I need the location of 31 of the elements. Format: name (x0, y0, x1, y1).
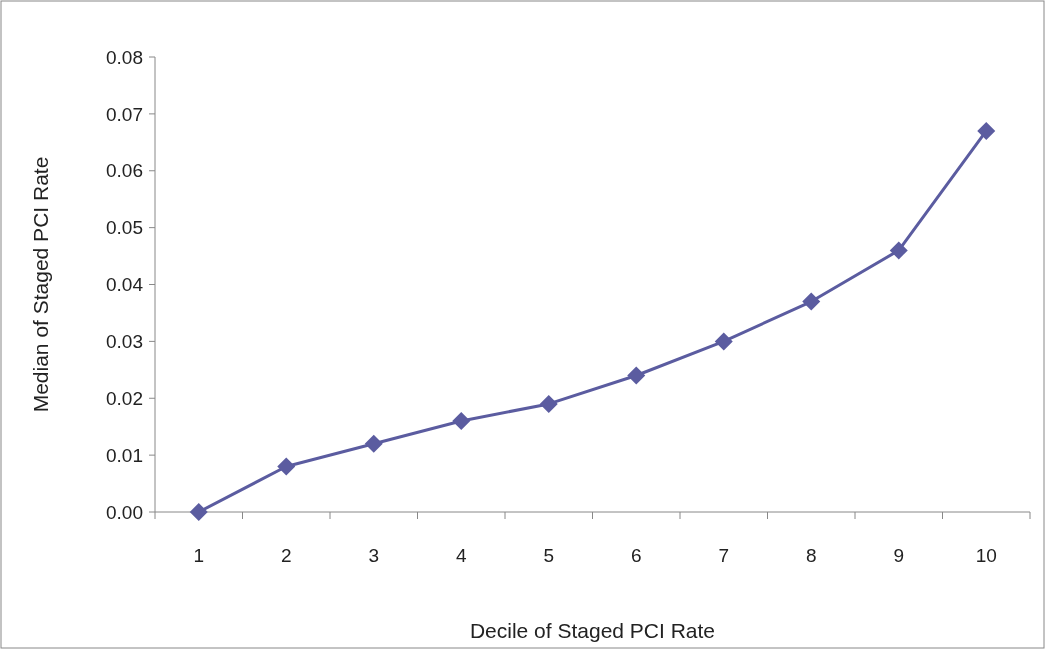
y-tick-label: 0.00 (106, 501, 143, 523)
point (977, 121, 996, 140)
x-tick-label: 8 (805, 545, 817, 566)
y-tick-label: 0.03 (106, 331, 143, 353)
y-tick-label: 0.05 (106, 217, 143, 239)
x-tick-label: 10 (975, 545, 997, 566)
x-tick-label: 2 (280, 545, 292, 566)
point (889, 241, 908, 260)
y-axis-title: Median of Staged PCI Rate (29, 156, 52, 413)
y-tick-label: 0.04 (106, 274, 144, 296)
x-tick-label: 6 (630, 545, 642, 566)
x-tick-label: 1 (193, 545, 205, 566)
point (627, 366, 646, 385)
y-tick-label: 0.06 (106, 160, 143, 182)
x-tick-label: 9 (893, 545, 905, 566)
point (452, 412, 471, 430)
y-tick-label: 0.07 (106, 103, 143, 125)
point (539, 394, 558, 413)
point (802, 292, 821, 311)
y-tick-label: 0.02 (106, 387, 143, 409)
x-tick-label: 7 (718, 545, 730, 566)
point (714, 332, 733, 351)
point (189, 503, 208, 521)
x-tick-label: 5 (543, 545, 555, 566)
point (364, 434, 383, 453)
x-tick-label: 4 (455, 545, 467, 566)
x-tick-label: 3 (368, 545, 380, 566)
y-tick-label: 0.01 (106, 444, 143, 466)
point (277, 457, 296, 476)
x-axis-title: Decile of Staged PCI Rate (469, 619, 716, 642)
y-tick-label: 0.08 (106, 46, 143, 68)
